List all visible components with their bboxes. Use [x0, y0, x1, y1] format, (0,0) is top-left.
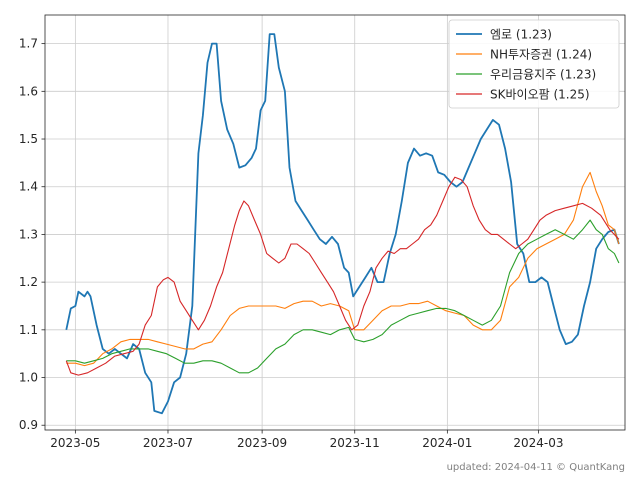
series-layer	[65, 33, 620, 415]
x-tick-label: 2024-01	[422, 436, 472, 450]
x-tick-label: 2024-03	[513, 436, 563, 450]
plot-frame	[44, 14, 626, 431]
legend-label: SK바이오팜 (1.25)	[490, 88, 590, 102]
ticks: 0.9 1.0 1.1 1.2 1.3 1.4 1.5 1.6 1.7 2023-05 2023-0…	[19, 37, 564, 450]
y-tick-label: 1.4	[19, 180, 38, 194]
footer-note: updated: 2024-04-11 © QuantKang	[447, 462, 625, 473]
series-line-3	[66, 219, 620, 374]
legend-label: 엠로 (1.23)	[490, 28, 552, 42]
y-tick-label: 1.1	[19, 323, 38, 337]
legend-box	[448, 19, 620, 109]
y-tick-label: 1.6	[19, 84, 38, 98]
x-tick-label: 2023-09	[237, 436, 287, 450]
y-tick-label: 1.2	[19, 275, 38, 289]
series-line-4	[65, 176, 620, 376]
x-tick-label: 2023-05	[50, 436, 100, 450]
legend-label: 우리금융지주 (1.23)	[490, 68, 596, 82]
y-tick-label: 1.3	[19, 227, 38, 241]
series-line-1	[65, 33, 620, 415]
y-tick-label: 1.0	[19, 371, 38, 385]
legend-label: NH투자증권 (1.24)	[490, 48, 592, 62]
y-tick-label: 1.5	[19, 132, 38, 146]
y-tick-label: 0.9	[19, 418, 38, 432]
x-tick-label: 2023-11	[330, 436, 380, 450]
series-line-2	[66, 171, 620, 367]
legend: 엠로 (1.23) NH투자증권 (1.24) 우리금융지주 (1.23) SK바이오…	[448, 19, 620, 109]
y-tick-label: 1.7	[19, 37, 38, 51]
x-tick-label: 2023-07	[143, 436, 193, 450]
